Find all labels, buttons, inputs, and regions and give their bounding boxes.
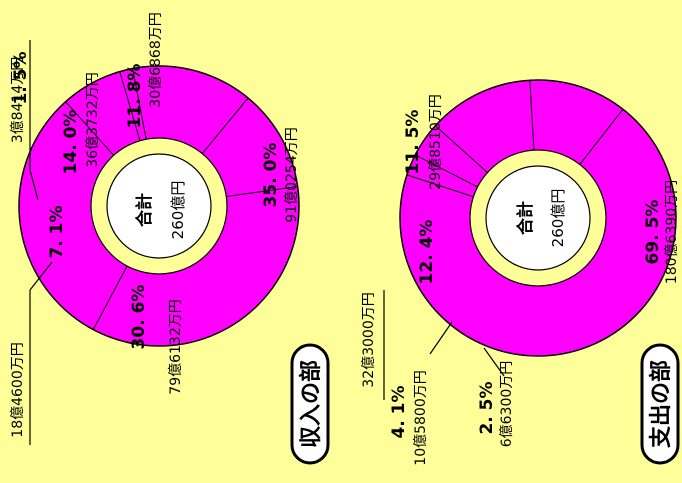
expense-chart: 合計 260億円 69. 5% 180億6390万円 2. 5% 6億6300万… xyxy=(361,79,680,466)
expense-center-disc xyxy=(485,165,591,271)
expense-leader-line xyxy=(429,321,453,355)
income-slice-divider xyxy=(92,265,128,330)
income-slice-amount: 79億6132万円 xyxy=(168,299,184,394)
income-title: 収入の部 xyxy=(298,360,324,448)
income-slice-divider xyxy=(226,186,298,198)
expense-slice-divider xyxy=(529,80,535,151)
expense-slice-percent: 4. 1% xyxy=(389,385,409,438)
expense-slice-amount: 10億5800万円 xyxy=(413,370,429,465)
income-leader-line xyxy=(29,169,39,201)
expense-slice-amount: 32億3000万円 xyxy=(361,292,377,387)
expense-slice-divider xyxy=(406,174,474,198)
income-slice-amount: 18億4600万円 xyxy=(10,342,26,437)
expense-slice-percent: 2. 5% xyxy=(477,381,497,434)
expense-title-box: 支出の部 xyxy=(640,343,680,465)
income-slice-divider xyxy=(65,101,115,156)
income-title-box: 収入の部 xyxy=(290,343,330,465)
expense-title: 支出の部 xyxy=(648,360,674,448)
income-slice-percent: 7. 1% xyxy=(47,205,67,258)
income-slice-amount: 30億6868万円 xyxy=(148,12,164,107)
income-slice-divider xyxy=(132,68,147,140)
income-center-disc xyxy=(106,153,212,259)
expense-slice-divider xyxy=(579,108,624,165)
expense-total-label: 260億円 xyxy=(549,189,567,248)
income-chart: 合計 260億円 35. 0% 91億0254万円 30. 6% 79億6132… xyxy=(10,12,330,465)
expense-slice-divider xyxy=(435,125,488,173)
income-slice-percent: 11. 8% xyxy=(125,64,145,129)
income-slice-percent: 35. 0% xyxy=(261,143,281,208)
income-slice-percent: 1. 5% xyxy=(11,51,31,104)
expense-slice-percent: 12. 4% xyxy=(417,220,437,285)
income-slice-amount: 36億3732万円 xyxy=(85,72,101,167)
expense-slice-percent: 69. 5% xyxy=(643,200,663,265)
expense-slice-amount: 180億6390万円 xyxy=(664,180,680,284)
income-slice-divider xyxy=(201,97,249,154)
income-slice-percent: 30. 6% xyxy=(129,285,149,350)
income-slice-percent: 14. 0% xyxy=(61,110,81,175)
expense-slice-percent: 11. 5% xyxy=(403,110,423,175)
income-slice-dividers xyxy=(65,68,298,330)
expense-center-label: 合計 xyxy=(515,201,536,235)
income-center-label: 合計 xyxy=(134,193,155,227)
income-slice-amount: 91億0254万円 xyxy=(284,127,300,222)
expense-slice-amount: 6億6300万円 xyxy=(499,361,515,448)
expense-leader-line xyxy=(483,347,505,377)
expense-slice-amount: 29億8510万円 xyxy=(428,94,444,189)
income-leader-line xyxy=(29,261,53,291)
income-total-label: 260億円 xyxy=(169,181,187,240)
income-slice-divider xyxy=(119,71,141,141)
expense-slice-dividers xyxy=(406,80,624,198)
expense-slice-divider xyxy=(415,154,478,188)
income-slice-amount: 3億8414万円 xyxy=(10,57,26,144)
